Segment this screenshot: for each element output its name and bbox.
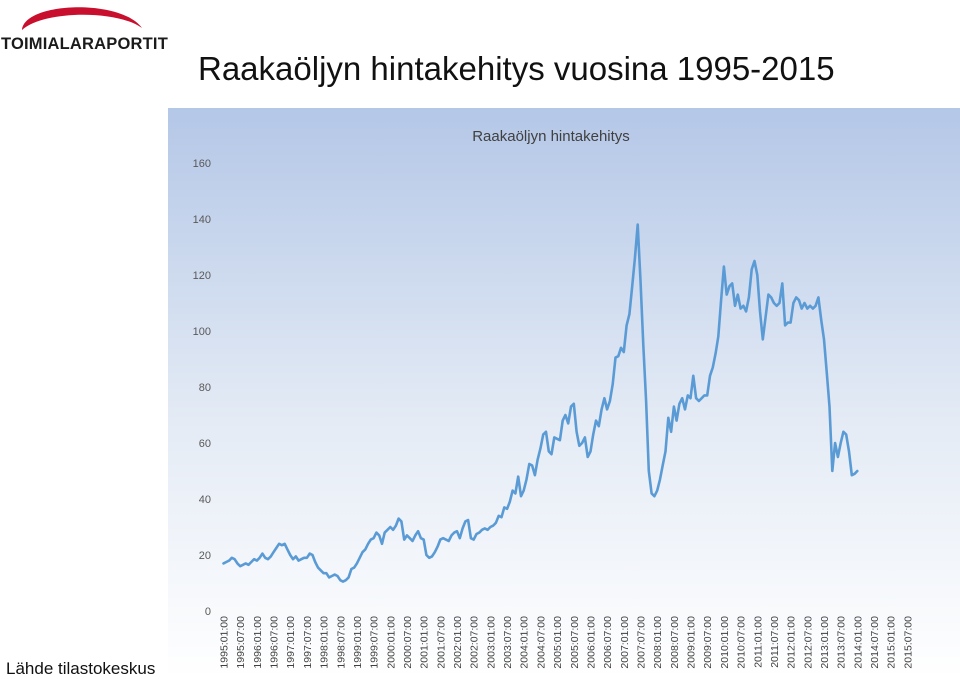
x-tick-label: 2006:01:00: [586, 616, 598, 669]
y-tick-label: 140: [193, 214, 211, 226]
y-tick-label: 120: [193, 270, 211, 282]
x-tick-label: 2003:01:00: [485, 616, 497, 669]
x-axis-ticks: 1995:01:00 1995:07:00 1996:01:00 1996:07:00…: [219, 616, 915, 669]
series-line-oil-price: [222, 223, 859, 583]
x-tick-label: 1995:01:00: [219, 616, 231, 669]
x-tick-label: 2014:01:00: [852, 616, 864, 669]
logo-swoosh: [28, 19, 80, 30]
x-tick-label: 2008:01:00: [652, 616, 664, 669]
x-tick-label: 1996:07:00: [269, 616, 281, 669]
toimialaraportit-logo: [22, 7, 142, 30]
x-tick-label: 2004:01:00: [519, 616, 531, 669]
x-tick-label: 2013:07:00: [836, 616, 848, 669]
x-tick-label: 2009:07:00: [702, 616, 714, 669]
x-tick-label: 1996:01:00: [252, 616, 264, 669]
x-tick-label: 2001:01:00: [419, 616, 431, 669]
source-note: Lähde tilastokeskus: [6, 659, 156, 678]
y-tick-label: 60: [199, 438, 211, 450]
y-tick-label: 0: [205, 606, 211, 618]
x-tick-label: 2000:01:00: [385, 616, 397, 669]
y-tick-label: 20: [199, 550, 211, 562]
y-tick-label: 100: [193, 326, 211, 338]
y-axis-ticks: 0 20 40 60 80 100 120 140 160: [193, 158, 211, 618]
x-tick-label: 2012:01:00: [786, 616, 798, 669]
x-tick-label: 2011:07:00: [769, 616, 781, 668]
x-tick-label: 2014:07:00: [869, 616, 881, 669]
x-tick-label: 1998:07:00: [335, 616, 347, 669]
x-tick-label: 1999:07:00: [369, 616, 381, 669]
x-tick-label: 2004:07:00: [535, 616, 547, 669]
x-tick-label: 2013:01:00: [819, 616, 831, 669]
x-tick-label: 1999:01:00: [352, 616, 364, 669]
x-tick-label: 2007:07:00: [636, 616, 648, 669]
chart-title: Raakaöljyn hintakehitys: [472, 128, 630, 145]
x-tick-label: 2005:01:00: [552, 616, 564, 669]
chart-background: [168, 108, 960, 678]
y-tick-label: 40: [199, 494, 211, 506]
x-tick-label: 2010:01:00: [719, 616, 731, 669]
x-tick-label: 1997:01:00: [285, 616, 297, 669]
x-tick-label: 2010:07:00: [736, 616, 748, 669]
x-tick-label: 2015:01:00: [886, 616, 898, 669]
logo-text: TOIMIALARAPORTIT: [1, 35, 168, 53]
x-tick-label: 2005:07:00: [569, 616, 581, 669]
x-tick-label: 2015:07:00: [902, 616, 914, 669]
x-tick-label: 2002:01:00: [452, 616, 464, 669]
x-tick-label: 1995:07:00: [235, 616, 247, 669]
x-tick-label: 2007:01:00: [619, 616, 631, 669]
y-tick-label: 160: [193, 158, 211, 170]
x-tick-label: 2012:07:00: [802, 616, 814, 669]
x-tick-label: 2011:01:00: [752, 616, 764, 668]
x-tick-label: 2006:07:00: [602, 616, 614, 669]
x-tick-label: 2000:07:00: [402, 616, 414, 669]
x-tick-label: 1998:01:00: [319, 616, 331, 669]
x-tick-label: 2008:07:00: [669, 616, 681, 669]
x-tick-label: 1997:07:00: [302, 616, 314, 669]
logo-arc: [22, 7, 142, 30]
page-title: Raakaöljyn hintakehitys vuosina 1995-201…: [198, 50, 835, 87]
x-tick-label: 2003:07:00: [502, 616, 514, 669]
y-tick-label: 80: [199, 382, 211, 394]
x-tick-label: 2002:07:00: [469, 616, 481, 669]
x-tick-label: 2009:01:00: [686, 616, 698, 669]
x-tick-label: 2001:07:00: [435, 616, 447, 669]
